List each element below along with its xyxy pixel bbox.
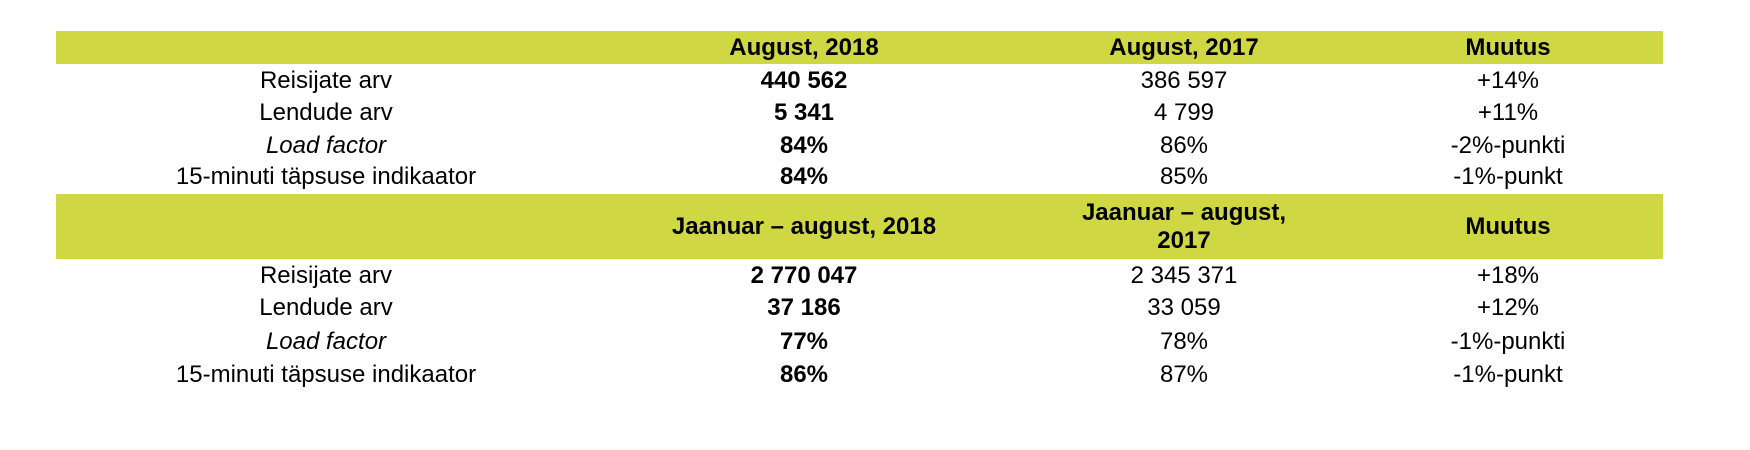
column-header: August, 2018 (729, 33, 879, 61)
cell-value: 85% (1159, 163, 1209, 190)
cell-value: 78% (1159, 328, 1209, 355)
row-label: Load factor (265, 328, 387, 355)
row-label: Load factor (265, 132, 387, 159)
header-band (56, 194, 1663, 259)
row-label: Reisijate arv (259, 67, 393, 94)
row-label: Lendude arv (259, 99, 393, 126)
cell-value: 440 562 (760, 67, 848, 94)
column-header: Muutus (1465, 33, 1551, 61)
cell-value: 5 341 (773, 99, 835, 126)
cell-value: 84% (779, 163, 829, 190)
cell-value: 33 059 (1147, 294, 1221, 321)
column-header: August, 2017 (1109, 33, 1259, 61)
cell-value: -1%-punkt (1453, 361, 1563, 388)
cell-value: +12% (1476, 294, 1540, 321)
cell-value: -1%-punkt (1453, 163, 1563, 190)
row-label: 15-minuti täpsuse indikaator (175, 163, 477, 190)
cell-value: +18% (1476, 262, 1540, 289)
cell-value: 4 799 (1153, 99, 1215, 126)
column-header: Muutus (1465, 212, 1551, 240)
cell-value: -2%-punkti (1450, 132, 1566, 159)
row-label: Reisijate arv (259, 262, 393, 289)
cell-value: 2 345 371 (1130, 262, 1238, 289)
row-label: Lendude arv (259, 294, 393, 321)
cell-value: 2 770 047 (750, 262, 858, 289)
cell-value: 87% (1159, 361, 1209, 388)
cell-value: 37 186 (767, 294, 841, 321)
row-label: 15-minuti täpsuse indikaator (175, 361, 477, 388)
cell-value: +14% (1476, 67, 1540, 94)
cell-value: 386 597 (1140, 67, 1228, 94)
cell-value: +11% (1477, 99, 1539, 126)
cell-value: 86% (1159, 132, 1209, 159)
cell-value: -1%-punkti (1450, 328, 1566, 355)
header-band (56, 31, 1663, 64)
cell-value: 86% (779, 361, 829, 388)
cell-value: 77% (779, 328, 829, 355)
column-header: Jaanuar – august, 2018 (671, 212, 937, 240)
cell-value: 84% (779, 132, 829, 159)
column-header: Jaanuar – august, 2017 (1081, 198, 1287, 254)
